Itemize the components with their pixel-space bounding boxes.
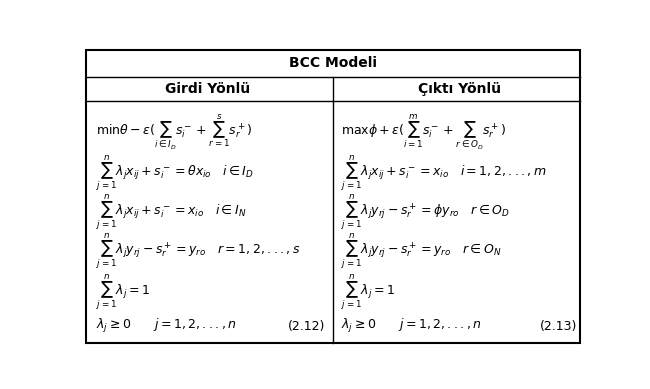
Text: $\sum_{j=1}^{n} \lambda_j x_{ij} + s_i^- = x_{io} \quad i \in I_N$: $\sum_{j=1}^{n} \lambda_j x_{ij} + s_i^-…: [96, 192, 247, 232]
Text: $\sum_{j=1}^{n} \lambda_j y_{rj} - s_r^+ = \phi y_{ro} \quad r \in O_D$: $\sum_{j=1}^{n} \lambda_j y_{rj} - s_r^+…: [341, 192, 510, 232]
Text: Girdi Yönlü: Girdi Yönlü: [164, 82, 250, 96]
Text: $\sum_{j=1}^{n} \lambda_j = 1$: $\sum_{j=1}^{n} \lambda_j = 1$: [96, 272, 150, 312]
Text: $\sum_{j=1}^{n} \lambda_j y_{rj} - s_r^+ = y_{ro} \quad r \in O_N$: $\sum_{j=1}^{n} \lambda_j y_{rj} - s_r^+…: [341, 231, 501, 271]
Text: $\lambda_j \geq 0 \qquad j = 1, 2,..., n$: $\lambda_j \geq 0 \qquad j = 1, 2,..., n…: [341, 317, 481, 335]
Text: $\max \phi + \varepsilon(\sum_{i=1}^{m} s_i^- + \sum_{r \in O_D} s_r^+)$: $\max \phi + \varepsilon(\sum_{i=1}^{m} …: [341, 112, 506, 152]
Text: $\sum_{j=1}^{n} \lambda_j = 1$: $\sum_{j=1}^{n} \lambda_j = 1$: [341, 272, 395, 312]
Text: $\sum_{j=1}^{n} \lambda_j x_{ij} + s_i^- = \theta x_{io} \quad i \in I_D$: $\sum_{j=1}^{n} \lambda_j x_{ij} + s_i^-…: [96, 154, 254, 193]
Text: (2.12): (2.12): [288, 320, 326, 333]
Text: BCC Modeli: BCC Modeli: [289, 56, 377, 70]
Text: $\sum_{j=1}^{n} \lambda_j x_{ij} + s_i^- = x_{io} \quad i = 1, 2,...,m$: $\sum_{j=1}^{n} \lambda_j x_{ij} + s_i^-…: [341, 154, 546, 193]
Text: $\min \theta - \varepsilon(\sum_{i \in I_D} s_i^- + \sum_{r=1}^{s} s_r^+)$: $\min \theta - \varepsilon(\sum_{i \in I…: [96, 112, 253, 152]
Text: $\sum_{j=1}^{n} \lambda_j y_{rj} - s_r^+ = y_{ro} \quad r = 1, 2,...,s$: $\sum_{j=1}^{n} \lambda_j y_{rj} - s_r^+…: [96, 231, 301, 271]
Text: (2.13): (2.13): [540, 320, 577, 333]
Text: Çıktı Yönlü: Çıktı Yönlü: [417, 82, 500, 96]
Text: $\lambda_j \geq 0 \qquad j = 1, 2,..., n$: $\lambda_j \geq 0 \qquad j = 1, 2,..., n…: [96, 317, 237, 335]
